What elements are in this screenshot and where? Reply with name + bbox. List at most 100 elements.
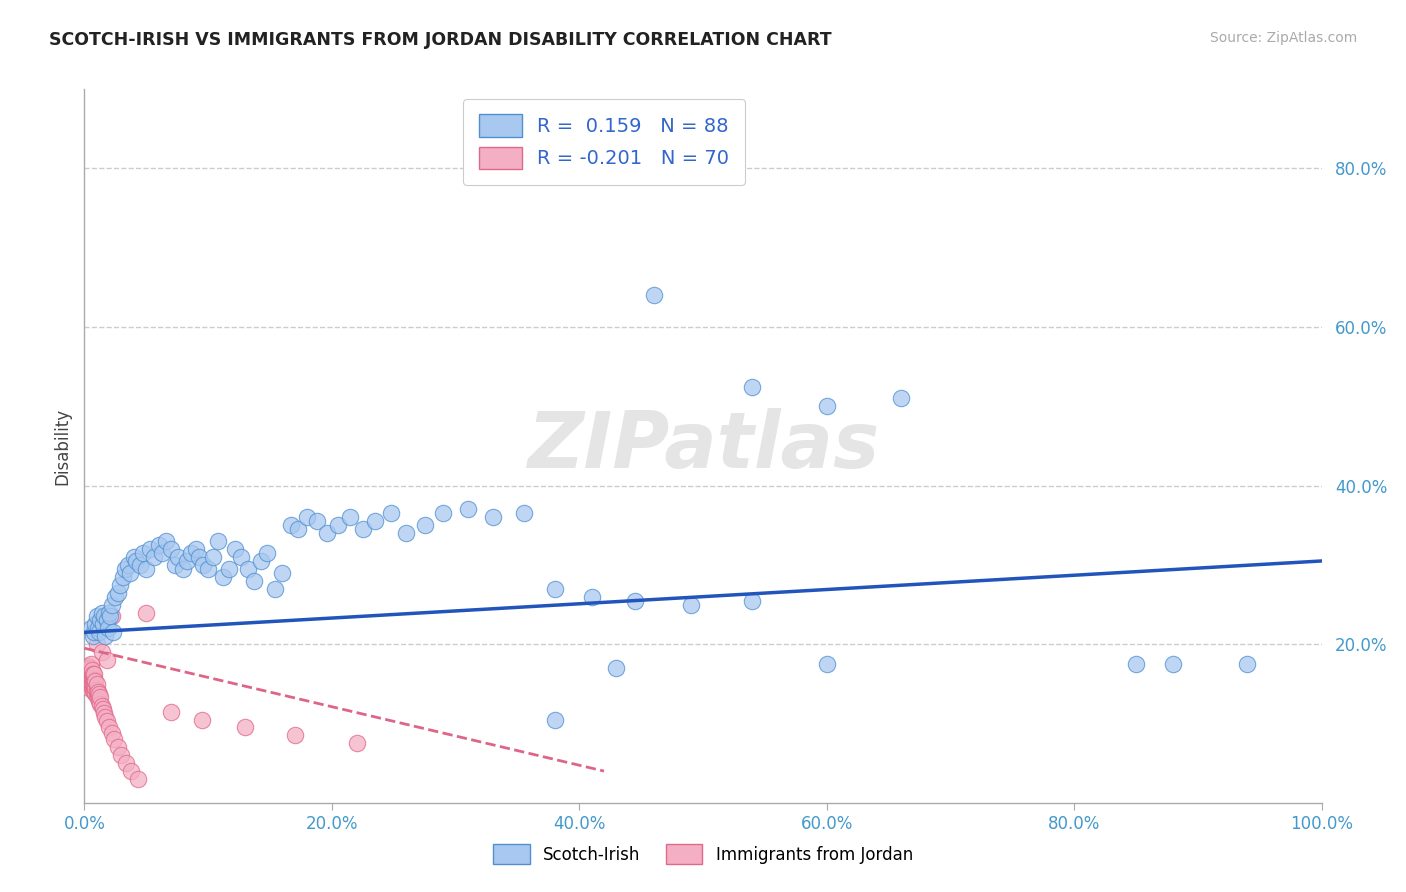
Point (107, 585, 129, 599)
Point (96, 653, 118, 667)
Point (150, 546, 173, 560)
Point (86, 683, 108, 698)
Point (256, 546, 278, 560)
Point (197, 562, 219, 576)
Point (89, 697, 111, 711)
Point (94, 629, 117, 643)
Point (380, 507, 402, 521)
Text: SCOTCH-IRISH VS IMMIGRANTS FROM JORDAN DISABILITY CORRELATION CHART: SCOTCH-IRISH VS IMMIGRANTS FROM JORDAN D… (49, 31, 832, 49)
Point (160, 542, 183, 557)
Point (191, 558, 214, 572)
Point (117, 558, 139, 572)
Point (94, 710, 117, 724)
Point (741, 379, 763, 393)
Point (432, 507, 454, 521)
Point (93, 609, 115, 624)
Point (83, 678, 105, 692)
Point (82, 671, 104, 685)
Point (250, 554, 273, 568)
Point (148, 538, 170, 552)
Point (339, 510, 361, 524)
Point (80, 666, 103, 681)
Point (80, 681, 103, 695)
Legend: Scotch-Irish, Immigrants from Jordan: Scotch-Irish, Immigrants from Jordan (486, 838, 920, 871)
Point (98, 609, 121, 624)
Point (110, 578, 132, 592)
Point (184, 542, 207, 557)
Point (79, 669, 101, 683)
Point (236, 562, 259, 576)
Point (79, 678, 101, 692)
Point (127, 772, 149, 786)
Text: Source: ZipAtlas.com: Source: ZipAtlas.com (1209, 31, 1357, 45)
Point (167, 549, 190, 564)
Point (605, 661, 627, 675)
Point (413, 518, 436, 533)
Point (176, 554, 198, 568)
Point (89, 625, 111, 640)
Point (77, 666, 100, 681)
Point (79, 661, 101, 675)
Point (364, 514, 387, 528)
Point (1236, 657, 1258, 671)
Point (142, 549, 165, 564)
Point (679, 598, 702, 612)
Point (83, 625, 105, 640)
Point (100, 598, 122, 612)
Point (80, 671, 103, 685)
Point (79, 681, 101, 695)
Point (86, 609, 108, 624)
Point (80, 663, 103, 677)
Point (180, 546, 202, 560)
Point (77, 663, 100, 677)
Point (110, 748, 132, 763)
Point (98, 721, 121, 735)
Point (120, 566, 142, 580)
Point (543, 582, 565, 596)
Point (100, 609, 122, 624)
Text: ZIPatlas: ZIPatlas (527, 408, 879, 484)
Point (129, 558, 152, 572)
Point (75, 665, 97, 679)
Point (643, 288, 665, 302)
Point (96, 714, 118, 728)
Point (77, 671, 100, 685)
Point (79, 665, 101, 679)
Point (741, 593, 763, 607)
Point (89, 614, 111, 628)
Legend: R =  0.159   N = 88, R = -0.201   N = 70: R = 0.159 N = 88, R = -0.201 N = 70 (464, 99, 745, 185)
Point (96, 614, 118, 628)
Point (93, 706, 115, 721)
Point (89, 687, 111, 701)
Point (212, 570, 235, 584)
Point (83, 685, 105, 699)
Point (114, 562, 136, 576)
Point (543, 713, 565, 727)
Point (131, 546, 153, 560)
Point (90, 606, 112, 620)
Point (581, 590, 603, 604)
Point (890, 392, 912, 406)
Point (107, 740, 129, 755)
Point (75, 673, 97, 687)
Point (202, 549, 225, 564)
Point (346, 736, 368, 750)
Point (284, 728, 307, 742)
Point (90, 699, 112, 714)
Point (218, 562, 240, 576)
Point (79, 657, 101, 671)
Point (76, 678, 98, 692)
Point (139, 542, 162, 557)
Point (84, 617, 107, 632)
Point (91, 617, 114, 632)
Point (135, 562, 157, 576)
Point (224, 542, 246, 557)
Point (271, 566, 294, 580)
Point (79, 665, 101, 679)
Point (90, 645, 112, 659)
Point (80, 677, 103, 691)
Point (1125, 657, 1147, 671)
Point (395, 526, 418, 541)
Point (352, 522, 374, 536)
Point (83, 667, 105, 681)
